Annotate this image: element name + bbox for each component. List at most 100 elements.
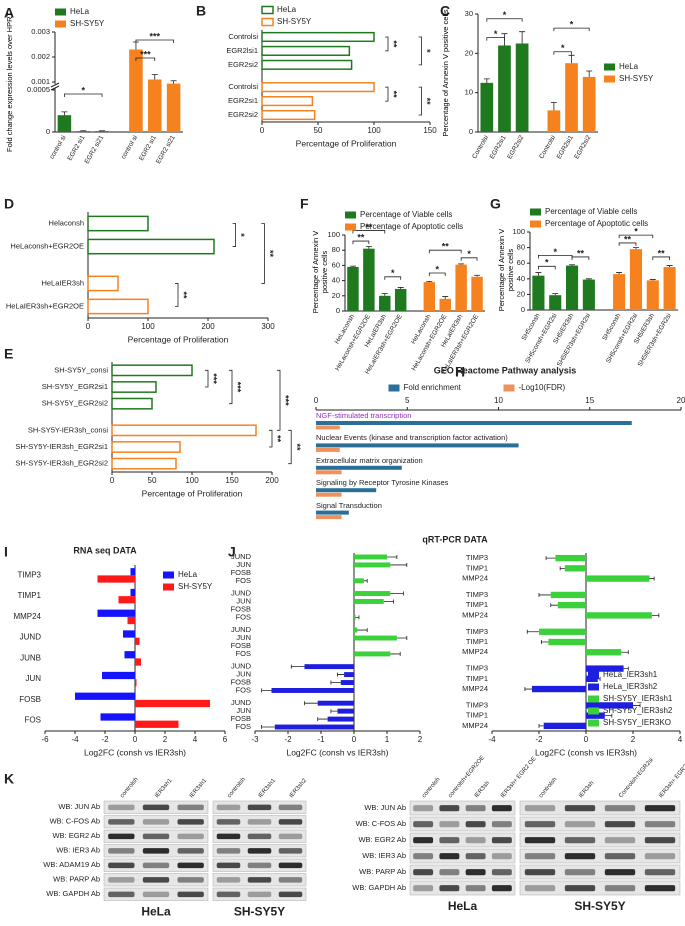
- blot-row-label: WB: GAPDH Ab: [46, 889, 100, 898]
- bar: [455, 264, 467, 311]
- lane-label: IER3sh+ EGR2 si: [658, 759, 685, 799]
- significance-label: *: [236, 233, 246, 237]
- legend-label: Percentage of Apoptotic cells: [360, 222, 463, 231]
- x-tick-label: EGR2si2: [506, 134, 525, 160]
- bar: [87, 215, 149, 232]
- error-bar: [357, 628, 368, 633]
- category-label: TIMP3: [17, 570, 41, 579]
- blot-strip: [212, 858, 307, 872]
- blot-band: [278, 848, 303, 854]
- x-tick-label: 2: [631, 735, 636, 744]
- blot-band: [278, 877, 303, 883]
- legend-swatch: [261, 5, 274, 15]
- bar: [135, 679, 137, 687]
- category-label: Controlsi: [228, 82, 258, 91]
- bar: [147, 79, 162, 132]
- x-tick-label: Controlsi: [538, 134, 557, 160]
- blot-band: [644, 853, 676, 860]
- error-bar: [337, 672, 345, 677]
- bar: [557, 602, 586, 609]
- blot-band: [142, 819, 170, 825]
- error-bar: [330, 709, 338, 714]
- bar: [316, 465, 402, 470]
- blot-strip: [519, 848, 681, 864]
- bar: [586, 612, 652, 619]
- significance-label: ***: [209, 373, 219, 384]
- category-label: Extracellular matrix organization: [316, 455, 423, 465]
- bar: [130, 588, 135, 597]
- legend-swatch: [530, 220, 541, 228]
- significance-bracket: [384, 276, 402, 280]
- blot-strip: [212, 887, 307, 901]
- error-bar: [330, 680, 341, 685]
- legend-label: HeLa_IER3sh1: [603, 670, 658, 679]
- error-bar: [616, 272, 623, 275]
- bar: [471, 276, 483, 311]
- legend-label: HeLa: [619, 62, 639, 71]
- category-label: FOS: [236, 722, 251, 731]
- error-bar: [604, 713, 613, 718]
- y-tick-label: 0: [46, 127, 50, 136]
- legend-swatch: [345, 223, 356, 231]
- blot-band: [247, 819, 272, 825]
- x-axis-label: Percentage of Proliferation: [296, 138, 397, 148]
- bar: [135, 720, 179, 728]
- blot-band: [177, 833, 204, 840]
- category-label: MMP24: [462, 721, 488, 730]
- bar: [354, 554, 387, 560]
- significance-bracket: [229, 369, 233, 405]
- y-tick-label: 0.002: [31, 52, 50, 61]
- bar: [87, 238, 215, 255]
- error-bar: [170, 80, 177, 84]
- bar: [111, 397, 153, 410]
- bar: [261, 45, 351, 56]
- axis-break-mark: [50, 82, 60, 88]
- x-tick-label: SH5IER3sh+EGR2si: [556, 312, 592, 368]
- bar: [586, 575, 650, 582]
- blot-band: [465, 853, 486, 860]
- category-label: TIMP1: [466, 674, 488, 683]
- blot-band: [644, 837, 676, 844]
- significance-bracket: [352, 230, 386, 234]
- error-bar: [483, 78, 490, 83]
- bar: [379, 295, 391, 311]
- legend-label: SH-SY5Y: [70, 19, 105, 28]
- bar: [354, 627, 358, 633]
- blot-band: [247, 891, 272, 898]
- panel-letter: K: [4, 771, 14, 787]
- blot-row-label: WB: C-FOS Ab: [50, 817, 100, 826]
- significance-bracket: [618, 234, 654, 239]
- blot-band: [524, 821, 556, 828]
- blot-band: [439, 885, 460, 892]
- category-label: FOSB: [231, 678, 251, 687]
- significance-label: **: [442, 242, 450, 252]
- legend-label: SH-SY5Y_IER3KO: [603, 718, 671, 727]
- x-axis-label: Log2FC (consh vs IER3sh): [84, 747, 186, 757]
- category-label: HeLaconsh+EGR2OE: [10, 242, 84, 251]
- significance-bracket: [571, 256, 590, 260]
- blot-band: [413, 869, 434, 876]
- blot-band: [524, 869, 556, 876]
- axis-break-mark: [50, 85, 60, 91]
- bar: [582, 76, 596, 132]
- error-bar: [390, 591, 404, 596]
- significance-bracket: [553, 27, 590, 32]
- blot-band: [247, 804, 272, 811]
- x-tick-label: 200: [201, 322, 215, 331]
- category-label: TIMP3: [466, 553, 488, 562]
- error-bar: [559, 566, 565, 571]
- bar: [316, 425, 340, 430]
- error-bar: [540, 640, 549, 644]
- blot-band: [439, 805, 460, 812]
- error-bar: [649, 576, 655, 581]
- x-tick-label: 50: [148, 476, 157, 485]
- legend-label: HeLa_IER3sh2: [603, 682, 658, 691]
- error-bar: [535, 272, 542, 276]
- bar: [354, 635, 397, 641]
- category-label: JUN: [236, 596, 251, 605]
- significance-label: **: [265, 250, 275, 258]
- blot-band: [216, 891, 241, 898]
- error-bar: [365, 246, 372, 249]
- x-tick-label: 0: [133, 735, 138, 744]
- blot-strip: [103, 858, 209, 872]
